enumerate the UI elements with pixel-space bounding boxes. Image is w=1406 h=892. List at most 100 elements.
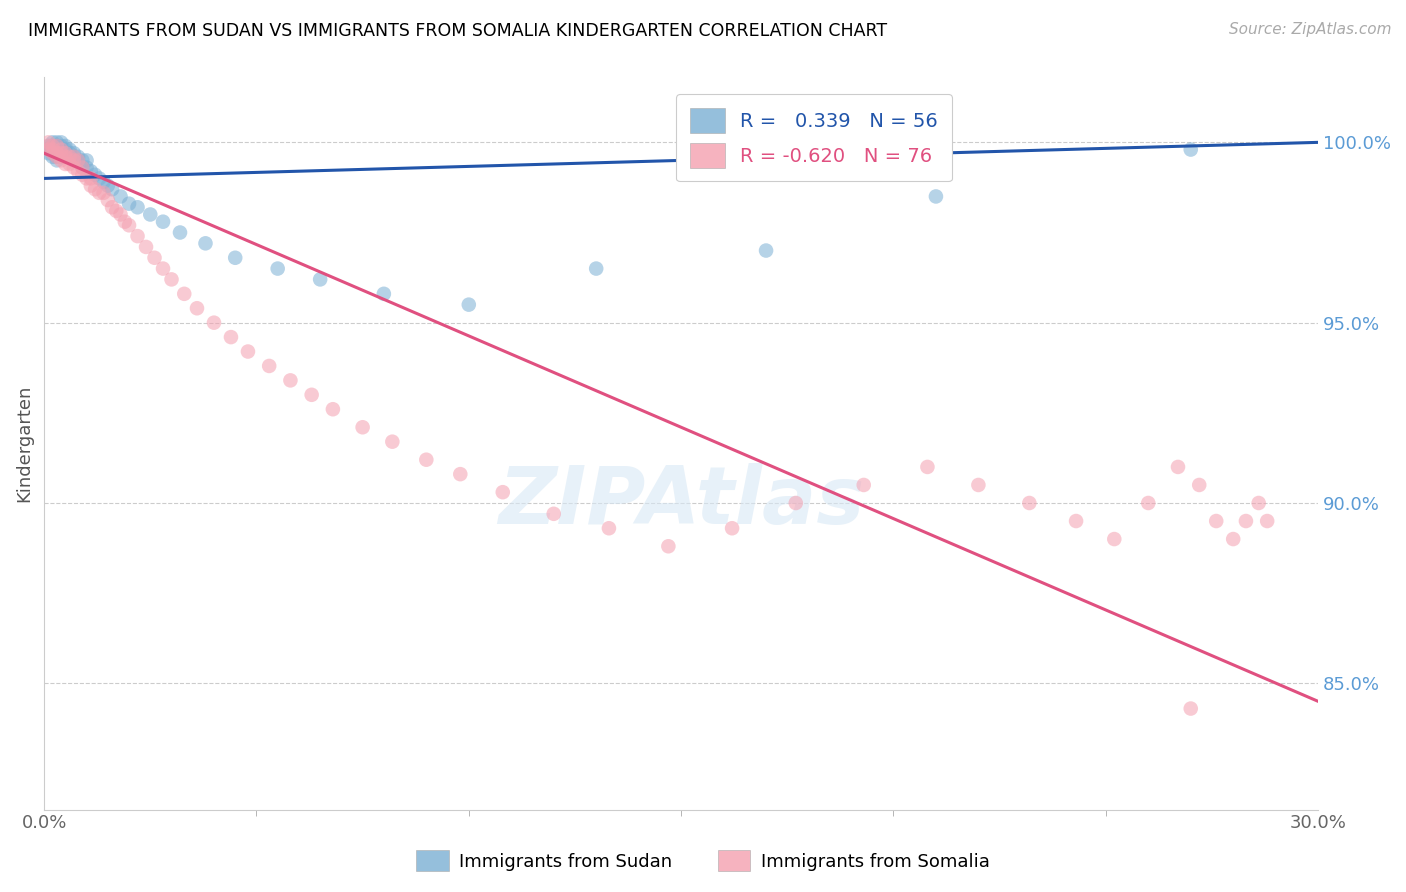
Point bbox=[89, 186, 111, 200]
Point bbox=[41, 143, 63, 157]
Text: Source: ZipAtlas.com: Source: ZipAtlas.com bbox=[1229, 22, 1392, 37]
Point bbox=[37, 143, 59, 157]
Point bbox=[41, 143, 63, 157]
Legend: Immigrants from Sudan, Immigrants from Somalia: Immigrants from Sudan, Immigrants from S… bbox=[409, 843, 997, 879]
Point bbox=[63, 161, 86, 175]
Point bbox=[49, 150, 72, 164]
Point bbox=[76, 153, 98, 168]
Point bbox=[93, 175, 115, 189]
Point bbox=[309, 272, 332, 286]
Point bbox=[785, 496, 807, 510]
Point bbox=[80, 178, 103, 193]
Point bbox=[76, 161, 98, 175]
Point bbox=[202, 316, 225, 330]
Point bbox=[49, 150, 72, 164]
Point bbox=[53, 150, 76, 164]
Point bbox=[63, 150, 86, 164]
Point bbox=[72, 161, 94, 175]
Point bbox=[1256, 514, 1278, 528]
Point bbox=[1018, 496, 1040, 510]
Point bbox=[89, 171, 111, 186]
Point bbox=[139, 207, 162, 221]
Y-axis label: Kindergarten: Kindergarten bbox=[15, 384, 32, 502]
Point bbox=[72, 161, 94, 175]
Point bbox=[152, 215, 174, 229]
Point bbox=[1104, 532, 1126, 546]
Point bbox=[72, 168, 94, 182]
Point bbox=[280, 373, 302, 387]
Point bbox=[110, 189, 132, 203]
Point bbox=[84, 182, 107, 196]
Point bbox=[49, 139, 72, 153]
Point bbox=[160, 272, 183, 286]
Point bbox=[257, 359, 280, 373]
Point bbox=[49, 143, 72, 157]
Point bbox=[63, 153, 86, 168]
Point bbox=[110, 207, 132, 221]
Point bbox=[37, 136, 59, 150]
Point bbox=[322, 402, 344, 417]
Point bbox=[1234, 514, 1257, 528]
Point bbox=[492, 485, 515, 500]
Point bbox=[415, 452, 437, 467]
Point bbox=[45, 150, 67, 164]
Point bbox=[967, 478, 990, 492]
Point bbox=[84, 168, 107, 182]
Point bbox=[381, 434, 404, 449]
Point bbox=[266, 261, 288, 276]
Point bbox=[186, 301, 208, 316]
Point bbox=[53, 157, 76, 171]
Point bbox=[76, 171, 98, 186]
Point bbox=[80, 171, 103, 186]
Point bbox=[598, 521, 620, 535]
Point bbox=[127, 200, 149, 214]
Point bbox=[236, 344, 259, 359]
Point bbox=[1247, 496, 1270, 510]
Point bbox=[41, 136, 63, 150]
Point bbox=[194, 236, 217, 251]
Point bbox=[1180, 701, 1202, 715]
Point bbox=[135, 240, 157, 254]
Point bbox=[41, 146, 63, 161]
Point bbox=[45, 153, 67, 168]
Point bbox=[67, 153, 90, 168]
Point bbox=[58, 146, 80, 161]
Point bbox=[373, 286, 395, 301]
Point bbox=[657, 539, 679, 553]
Point bbox=[917, 459, 939, 474]
Point bbox=[49, 136, 72, 150]
Point bbox=[118, 196, 141, 211]
Point bbox=[219, 330, 242, 344]
Point bbox=[41, 150, 63, 164]
Point bbox=[49, 146, 72, 161]
Text: IMMIGRANTS FROM SUDAN VS IMMIGRANTS FROM SOMALIA KINDERGARTEN CORRELATION CHART: IMMIGRANTS FROM SUDAN VS IMMIGRANTS FROM… bbox=[28, 22, 887, 40]
Point bbox=[63, 150, 86, 164]
Point bbox=[45, 143, 67, 157]
Point bbox=[49, 143, 72, 157]
Point bbox=[41, 146, 63, 161]
Point bbox=[72, 153, 94, 168]
Point bbox=[852, 478, 875, 492]
Point bbox=[45, 136, 67, 150]
Point bbox=[101, 182, 124, 196]
Point bbox=[543, 507, 565, 521]
Point bbox=[49, 146, 72, 161]
Point bbox=[1064, 514, 1087, 528]
Point bbox=[63, 146, 86, 161]
Point bbox=[114, 215, 136, 229]
Point bbox=[45, 139, 67, 153]
Point bbox=[58, 157, 80, 171]
Point bbox=[173, 286, 195, 301]
Point bbox=[49, 153, 72, 168]
Point bbox=[37, 146, 59, 161]
Point bbox=[97, 178, 120, 193]
Point bbox=[80, 164, 103, 178]
Point bbox=[97, 193, 120, 207]
Point bbox=[67, 164, 90, 178]
Point bbox=[53, 146, 76, 161]
Legend: R =   0.339   N = 56, R = -0.620   N = 76: R = 0.339 N = 56, R = -0.620 N = 76 bbox=[676, 95, 952, 181]
Point bbox=[169, 226, 191, 240]
Point bbox=[45, 150, 67, 164]
Point bbox=[45, 146, 67, 161]
Point bbox=[53, 143, 76, 157]
